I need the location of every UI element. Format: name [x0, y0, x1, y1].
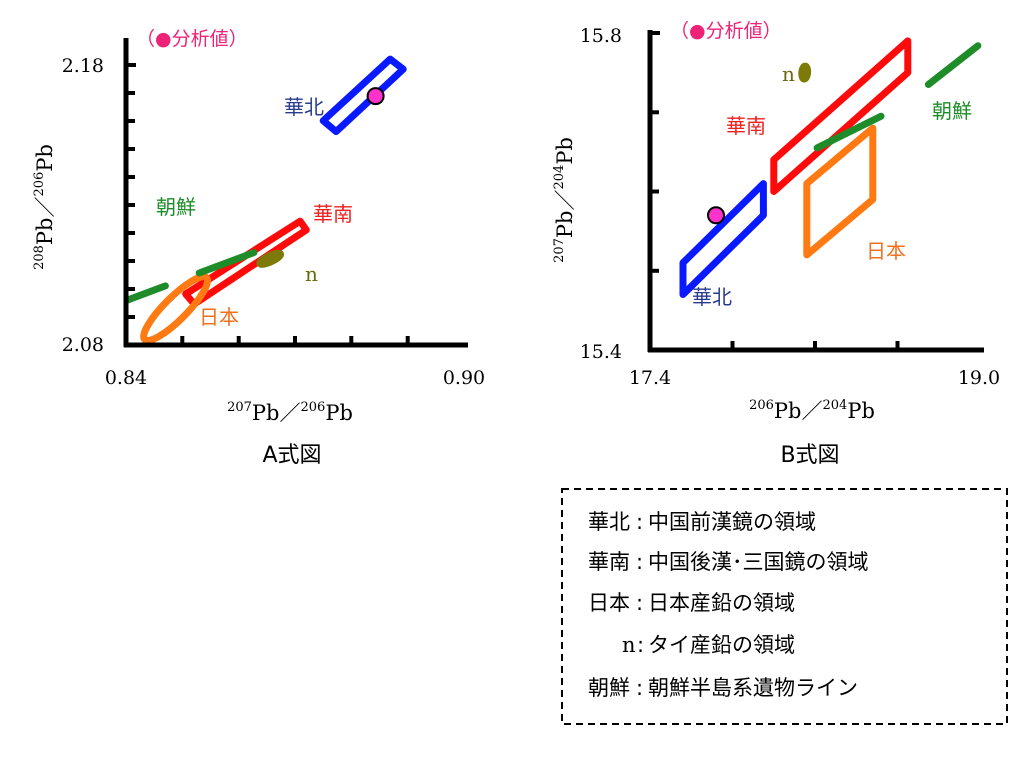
chart-b-x-axis-label: 206Pb／204Pb [749, 398, 875, 423]
chart-a-label-n: n [305, 262, 318, 286]
legend-key: 朝鮮 [588, 676, 630, 700]
legend-colon: : [636, 510, 643, 534]
chart-a-x-tick-right: 0.90 [443, 367, 485, 389]
legend-key: 華北 [588, 510, 630, 534]
chart-b-label-korea: 朝鮮 [932, 99, 972, 123]
chart-b: 15.8 15.4 17.4 19.0 206Pb／204Pb 207Pb／20… [552, 20, 1000, 468]
chart-a-label-huabei: 華北 [284, 95, 324, 119]
chart-a-label-korea: 朝鮮 [156, 195, 196, 219]
chart-b-y-axis-label: 207Pb／204Pb [552, 137, 577, 263]
korea-line-segment [924, 42, 982, 88]
legend-key: 日本 [588, 591, 630, 615]
chart-a-x-axis-label: 207Pb／206Pb [227, 400, 353, 425]
legend-desc: 朝鮮半島系遺物ライン [648, 676, 858, 700]
legend-colon: : [636, 676, 643, 700]
chart-a-x-tick-left: 0.84 [105, 367, 147, 389]
legend-desc: タイ産鉛の領域 [648, 633, 795, 657]
chart-a-label-japan: 日本 [199, 305, 239, 329]
chart-b-regions [679, 37, 912, 298]
chart-a-y-axis-label: 208Pb／206Pb [32, 144, 57, 270]
chart-b-korea-line [813, 42, 982, 152]
legend-desc: 中国後漢･三国鏡の領域 [648, 550, 869, 574]
chart-b-label-n: n [782, 62, 795, 86]
chart-a: 2.18 2.08 0.84 0.90 207Pb／206Pb 208Pb／20… [32, 28, 485, 468]
legend-row: 華南 : 中国後漢･三国鏡の領域 [588, 550, 869, 574]
analysis-point [707, 206, 725, 225]
chart-a-region-ellipse [256, 249, 285, 268]
chart-b-label-huanan: 華南 [726, 114, 766, 138]
chart-a-analysis-note: （●分析値） [136, 28, 248, 50]
legend-desc: 日本産鉛の領域 [648, 591, 795, 615]
chart-b-label-japan: 日本 [866, 239, 906, 263]
chart-b-y-tick-bottom: 15.4 [580, 341, 622, 363]
chart-b-region-polygon [679, 180, 767, 298]
chart-a-axes [123, 38, 468, 348]
chart-b-axes [647, 30, 984, 353]
chart-b-region-polygon [803, 124, 877, 259]
chart-a-title: A式図 [262, 443, 321, 468]
chart-a-label-huanan: 華南 [313, 202, 353, 226]
chart-b-label-huabei: 華北 [692, 285, 732, 309]
chart-a-korea-line [123, 249, 258, 304]
legend-colon: : [636, 550, 643, 574]
korea-line-segment [813, 112, 885, 152]
legend-key: 華南 [588, 550, 630, 574]
legend-colon: : [637, 633, 644, 657]
chart-b-x-tick-right: 19.0 [958, 367, 1000, 389]
legend-row: 朝鮮 : 朝鮮半島系遺物ライン [588, 676, 858, 700]
chart-b-region-polygon [770, 37, 912, 195]
legend-box: 華北 : 中国前漢鏡の領域 華南 : 中国後漢･三国鏡の領域 日本 : 日本産鉛… [561, 488, 1008, 725]
analysis-point [366, 87, 385, 106]
legend-colon: : [636, 591, 643, 615]
chart-b-title: B式図 [780, 443, 839, 468]
chart-b-analysis-note: （●分析値） [670, 20, 782, 42]
chart-b-y-tick-top: 15.8 [580, 25, 622, 47]
legend-row: 日本 : 日本産鉛の領域 [588, 591, 795, 615]
chart-a-region-ellipse [140, 273, 212, 345]
chart-a-y-tick-bottom: 2.08 [62, 334, 104, 356]
legend-desc: 中国前漢鏡の領域 [648, 510, 816, 534]
korea-line-segment [123, 282, 169, 304]
legend-border [561, 488, 1008, 725]
chart-b-x-tick-left: 17.4 [629, 367, 671, 389]
chart-a-points [366, 87, 385, 106]
chart-b-points [707, 206, 725, 225]
chart-a-y-tick-top: 2.18 [62, 55, 104, 77]
chart-b-region-ellipse [798, 62, 812, 83]
legend-row: n : タイ産鉛の領域 [622, 633, 795, 657]
legend-key: n [622, 633, 636, 657]
chart-a-region-polygon [319, 55, 407, 136]
korea-line-segment [195, 249, 258, 277]
legend-row: 華北 : 中国前漢鏡の領域 [588, 510, 816, 534]
